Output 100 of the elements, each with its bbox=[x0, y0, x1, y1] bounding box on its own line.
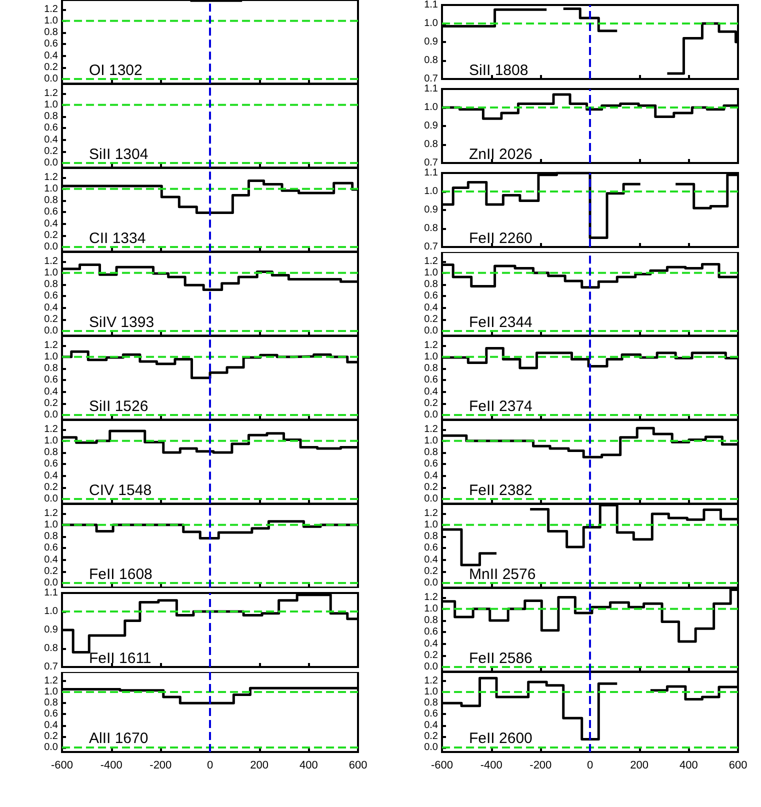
text: CII 1334 bbox=[89, 230, 146, 247]
text: FeII 1608 bbox=[89, 566, 152, 583]
y-tick-label: 0.2 bbox=[424, 398, 438, 409]
y-tick-label: 0.8 bbox=[424, 615, 438, 626]
y-tick-label: 1.0 bbox=[424, 603, 438, 614]
y-tick-label: 1.2 bbox=[44, 88, 58, 99]
y-tick-label: 0.2 bbox=[424, 566, 438, 577]
y-tick-label: 0.8 bbox=[424, 55, 438, 66]
y-tick-label: 0.0 bbox=[424, 494, 438, 504]
y-tick-label: 1.2 bbox=[44, 256, 58, 267]
y-tick-label: 0.9 bbox=[424, 36, 438, 48]
y-tick-label: 0.8 bbox=[44, 531, 58, 542]
text: FeII 2260 bbox=[469, 230, 532, 247]
y-tick-label: 0.0 bbox=[44, 494, 58, 504]
y-tick-label: 0.2 bbox=[44, 566, 58, 577]
y-tick-label: 0.0 bbox=[44, 158, 58, 168]
y-tick-label: 0.8 bbox=[424, 223, 438, 234]
y-tick-label: 0.9 bbox=[424, 204, 438, 216]
text: FeII 2586 bbox=[469, 650, 532, 667]
y-tick-label: 0.6 bbox=[44, 542, 58, 554]
y-tick-label: 1.0 bbox=[44, 267, 58, 278]
y-tick-label: 0.7 bbox=[424, 74, 438, 84]
y-tick-label: 0.8 bbox=[44, 27, 58, 38]
y-tick-label: 0.6 bbox=[424, 708, 438, 720]
x-tick-label: -200 bbox=[150, 760, 172, 772]
text: SiIV 1393 bbox=[89, 314, 154, 331]
y-tick-label: 0.8 bbox=[44, 279, 58, 290]
y-tick-label: 0.8 bbox=[424, 139, 438, 150]
y-tick-label: 0.2 bbox=[44, 482, 58, 493]
y-tick-label: 0.7 bbox=[424, 158, 438, 168]
y-tick-label: 0.8 bbox=[44, 363, 58, 374]
y-tick-label: 1.2 bbox=[44, 172, 58, 183]
y-tick-label: 1.0 bbox=[44, 99, 58, 110]
y-tick-label: 0.4 bbox=[44, 386, 58, 398]
y-tick-label: 1.0 bbox=[44, 519, 58, 530]
x-tick-label: 0 bbox=[586, 760, 594, 772]
y-tick-label: 0.2 bbox=[44, 146, 58, 157]
y-tick-label: 0.6 bbox=[44, 122, 58, 134]
x-tick-label: 0 bbox=[206, 760, 214, 772]
y-tick-label: 0.4 bbox=[424, 720, 438, 731]
y-tick-label: 1.2 bbox=[424, 592, 438, 603]
y-tick-label: 0.9 bbox=[44, 624, 58, 636]
x-tick-label: 200 bbox=[630, 760, 649, 772]
y-tick-label: 0.0 bbox=[424, 662, 438, 672]
y-tick-label: 0.8 bbox=[44, 698, 58, 709]
y-tick-label: 0.0 bbox=[44, 74, 58, 84]
text: FeII 2600 bbox=[469, 730, 532, 747]
y-tick-label: 0.8 bbox=[44, 195, 58, 206]
y-tick-label: 1.0 bbox=[424, 267, 438, 278]
x-tick-label: 400 bbox=[299, 760, 318, 772]
y-tick-label: 1.0 bbox=[44, 183, 58, 194]
y-tick-label: 0.4 bbox=[44, 134, 58, 146]
y-tick-label: 1.2 bbox=[424, 508, 438, 519]
y-tick-label: 1.2 bbox=[44, 424, 58, 435]
y-tick-label: 1.0 bbox=[424, 686, 438, 698]
text: SiII 1526 bbox=[89, 398, 148, 415]
y-tick-label: 0.9 bbox=[424, 120, 438, 132]
y-tick-label: 0.0 bbox=[44, 742, 58, 754]
text: SiII 1304 bbox=[89, 146, 148, 163]
y-tick-label: 0.8 bbox=[424, 531, 438, 542]
y-tick-label: 1.2 bbox=[44, 4, 58, 15]
y-tick-label: 1.1 bbox=[44, 588, 58, 598]
y-tick-label: 0.2 bbox=[424, 314, 438, 325]
y-tick-label: 0.0 bbox=[424, 326, 438, 336]
y-tick-label: 0.6 bbox=[44, 206, 58, 218]
x-tick-label: -200 bbox=[530, 760, 552, 772]
x-tick-label: -400 bbox=[480, 760, 502, 772]
y-tick-label: 0.2 bbox=[44, 314, 58, 325]
y-tick-label: 0.4 bbox=[44, 720, 58, 731]
y-tick-label: 1.2 bbox=[424, 675, 438, 686]
text: CIV 1548 bbox=[89, 482, 152, 499]
y-tick-label: 0.8 bbox=[424, 279, 438, 290]
y-tick-label: 0.8 bbox=[44, 447, 58, 458]
y-tick-label: 1.0 bbox=[424, 18, 438, 29]
x-tick-label: 600 bbox=[728, 760, 748, 772]
text: FeII 2382 bbox=[469, 482, 532, 499]
y-tick-label: 0.2 bbox=[44, 62, 58, 73]
y-tick-label: 0.6 bbox=[44, 708, 58, 720]
y-tick-label: 0.4 bbox=[424, 386, 438, 398]
y-tick-label: 0.6 bbox=[44, 290, 58, 302]
y-tick-label: 1.0 bbox=[424, 519, 438, 530]
y-tick-label: 0.6 bbox=[424, 626, 438, 638]
y-tick-label: 1.2 bbox=[44, 340, 58, 351]
x-tick-label: -400 bbox=[100, 760, 122, 772]
y-tick-label: 0.2 bbox=[424, 650, 438, 661]
y-tick-label: 1.1 bbox=[424, 168, 438, 178]
y-tick-label: 1.0 bbox=[44, 15, 58, 26]
text: ZnII 2026 bbox=[469, 146, 532, 163]
x-tick-label: 200 bbox=[250, 760, 269, 772]
y-tick-label: 0.4 bbox=[424, 302, 438, 314]
y-tick-label: 0.8 bbox=[44, 111, 58, 122]
text: SiII 1808 bbox=[469, 62, 528, 79]
y-tick-label: 0.2 bbox=[44, 230, 58, 241]
y-tick-label: 1.0 bbox=[424, 186, 438, 197]
y-tick-label: 0.6 bbox=[44, 374, 58, 386]
text: FeII 2374 bbox=[469, 398, 532, 415]
y-tick-label: 1.0 bbox=[44, 686, 58, 698]
y-tick-label: 0.8 bbox=[424, 447, 438, 458]
y-tick-label: 0.2 bbox=[424, 482, 438, 493]
x-tick-label: -600 bbox=[430, 760, 454, 772]
